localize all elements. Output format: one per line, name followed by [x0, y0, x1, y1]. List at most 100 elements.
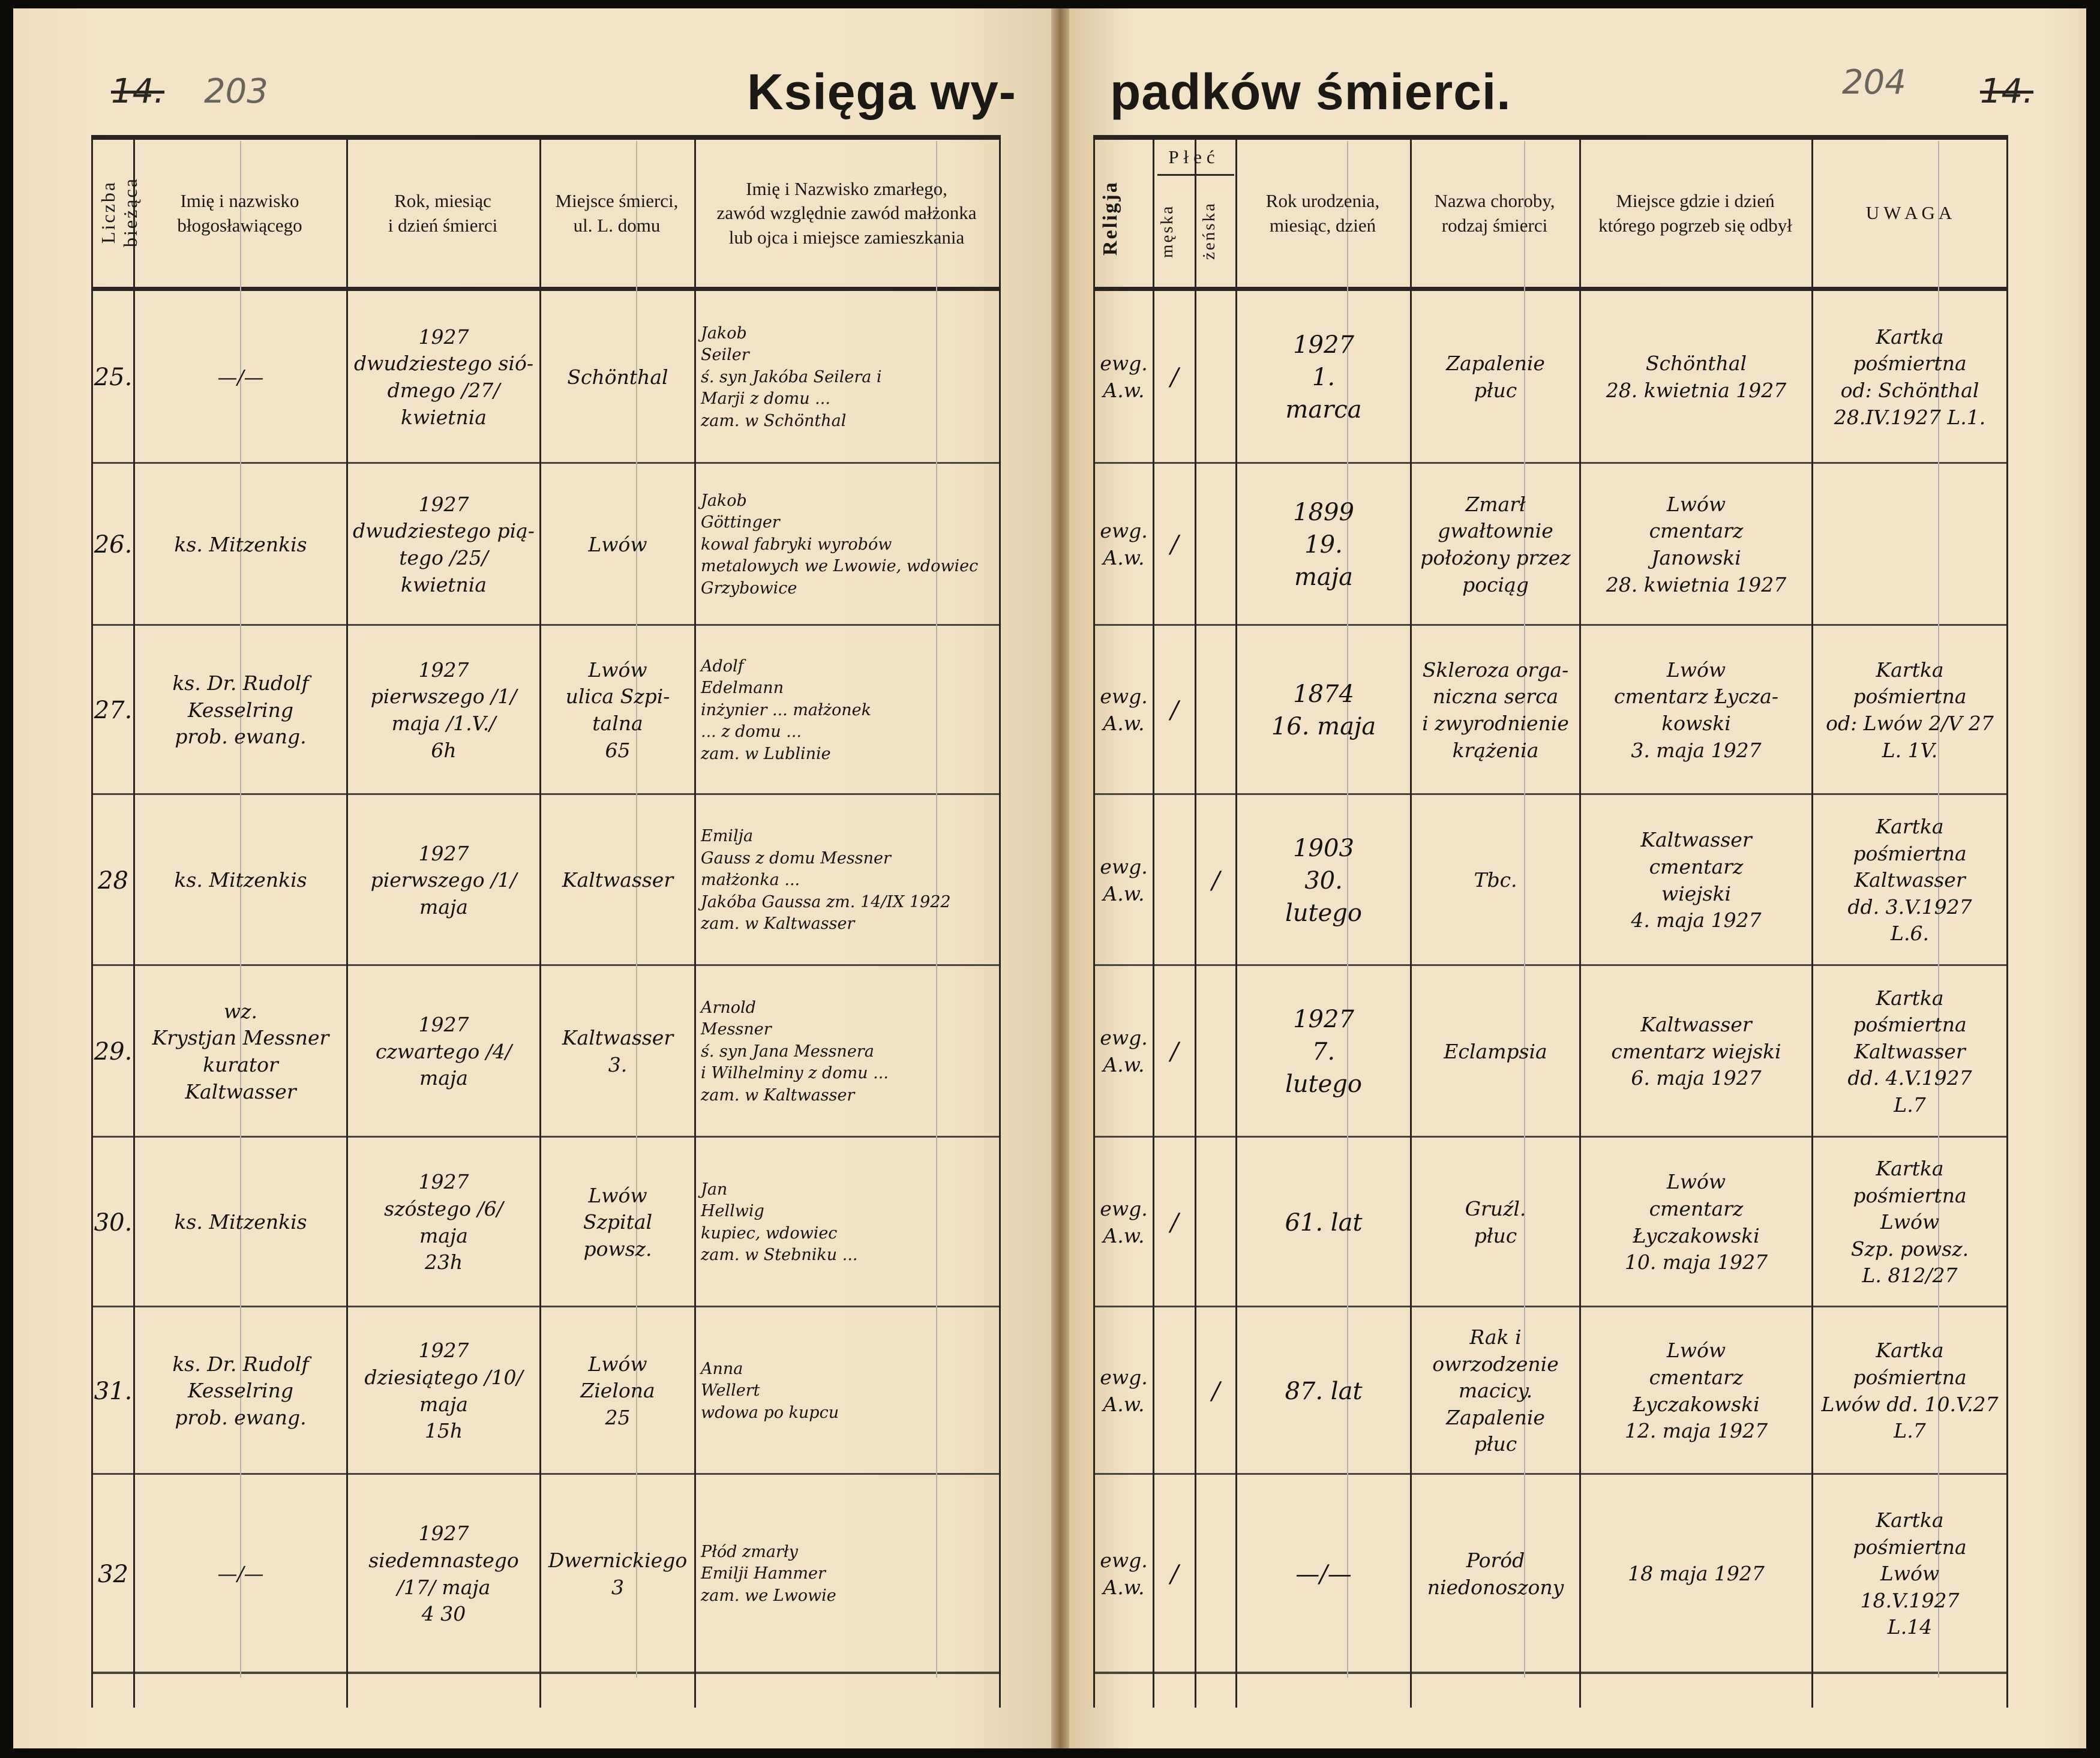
row-divider	[91, 1672, 999, 1674]
row-7-place: Lwów Zielona 25	[580, 1352, 655, 1429]
row-4-death-date: 1927 pierwszego /1/ maja	[370, 841, 517, 919]
row-5-birth: 1927 7. lutego	[1285, 1006, 1362, 1098]
row-3-female	[1196, 628, 1235, 793]
header-religja: Religja	[1099, 181, 1121, 256]
row-1-disease: Zapalenie płuc	[1446, 352, 1545, 402]
row-3-disease: Skleroza orga- niczna serca i zwyrodnien…	[1422, 658, 1569, 762]
row-5-deceased: Arnold Messner ś. syn Jana Messnera i Wi…	[701, 998, 889, 1105]
column-rule	[346, 135, 348, 1708]
row-4-nr: 28	[98, 866, 128, 895]
title-right: padków śmierci.	[1110, 64, 1511, 120]
row-1-male: /	[1170, 364, 1179, 391]
row-1-burial: Schönthal 28. kwietnia 1927	[1606, 352, 1787, 402]
row-1-nr: 25.	[94, 364, 133, 391]
title-left: Księga wy-	[747, 64, 1016, 120]
row-7-female: /	[1211, 1377, 1220, 1405]
row-divider	[91, 1306, 999, 1307]
row-8-remarks: Kartka pośmiertna Lwów 18.V.1927 L.14	[1853, 1508, 1967, 1639]
struck-number: 14.	[111, 72, 165, 111]
row-divider	[91, 1473, 999, 1475]
left-page	[13, 8, 1051, 1748]
guide-line	[240, 141, 241, 1678]
row-1-religion: ewg. A.w.	[1100, 352, 1148, 402]
row-6-place: Lwów Szpital powsz.	[583, 1183, 653, 1261]
old-page-number-right: 14.	[1980, 72, 2033, 111]
row-5-blesser: wz. Krystjan Messner kurator Kaltwasser	[152, 999, 329, 1103]
row-divider	[1093, 624, 2006, 626]
row-3-remarks: Kartka pośmiertna od: Lwów 2/V 27 L. 1V.	[1826, 658, 1994, 762]
header-death-date: Rok, miesiąc i dzień śmierci	[388, 190, 498, 236]
old-page-number-left: 14.	[111, 72, 164, 111]
row-divider	[1093, 793, 2006, 795]
guide-line	[936, 141, 937, 1678]
row-4-disease: Tbc.	[1474, 868, 1517, 892]
row-7-religion: ewg. A.w.	[1100, 1365, 1148, 1416]
row-5-female	[1196, 968, 1235, 1136]
row-4-religion: ewg. A.w.	[1100, 854, 1148, 905]
row-divider	[91, 624, 999, 626]
row-2-male: /	[1170, 531, 1179, 559]
row-8-deceased: Płód zmarły Emilji Hammer zam. we Lwowie	[701, 1542, 836, 1605]
guide-line	[1347, 141, 1348, 1678]
row-6-blesser: ks. Mitzenkis	[174, 1210, 307, 1234]
struck-number: 14.	[1980, 72, 2034, 111]
row-5-religion: ewg. A.w.	[1100, 1026, 1148, 1076]
row-8-death-date: 1927 siedemnastego /17/ maja 4 30	[368, 1522, 519, 1626]
row-6-remarks: Kartka pośmiertna Lwów Szp. powsz. L. 81…	[1850, 1157, 1969, 1288]
row-1-remarks: Kartka pośmiertna od: Schönthal 28.IV.19…	[1834, 325, 1986, 429]
row-7-burial: Lwów cmentarz Łyczakowski 12. maja 1927	[1624, 1339, 1768, 1443]
row-7-blesser: ks. Dr. Rudolf Kesselring prob. ewang.	[172, 1352, 309, 1429]
column-rule	[1579, 135, 1581, 1708]
row-4-birth: 1903 30. lutego	[1285, 834, 1362, 927]
column-rule	[539, 135, 541, 1708]
row-8-nr: 32	[98, 1560, 128, 1588]
row-6-deceased: Jan Hellwig kupiec, wdowiec zam. w Stebn…	[701, 1180, 858, 1264]
row-2-disease: Zmarł gwałtownie położony przez pociąg	[1420, 492, 1571, 596]
row-1-female	[1196, 293, 1235, 462]
row-4-female: /	[1211, 866, 1220, 895]
row-divider	[1093, 1672, 2006, 1674]
column-rule	[1153, 135, 1154, 1708]
row-7-deceased: Anna Wellert wdowa po kupcu	[701, 1359, 839, 1422]
row-divider	[1093, 1136, 2006, 1138]
header-disease: Nazwa choroby, rodzaj śmierci	[1434, 190, 1555, 236]
row-2-female	[1196, 466, 1235, 624]
table-top-rule	[1093, 135, 2006, 140]
row-2-religion: ewg. A.w.	[1100, 519, 1148, 569]
row-7-death-date: 1927 dziesiątego /10/ maja 15h	[364, 1339, 523, 1443]
column-rule	[1235, 135, 1237, 1708]
row-1-blesser: —/—	[217, 365, 264, 389]
row-3-male: /	[1170, 697, 1179, 724]
row-4-deceased: Emilja Gauss z domu Messner małżonka ...…	[701, 827, 951, 934]
page-number-right: 204	[1842, 63, 1906, 102]
row-6-burial: Lwów cmentarz Łyczakowski 10. maja 1927	[1624, 1170, 1768, 1274]
column-rule	[91, 135, 93, 1708]
row-1-death-date: 1927 dwudziestego sió- dmego /27/ kwietn…	[354, 325, 533, 429]
row-divider	[1093, 1306, 2006, 1307]
row-6-religion: ewg. A.w.	[1100, 1196, 1148, 1247]
row-6-nr: 30.	[94, 1208, 133, 1237]
row-3-deceased: Adolf Edelmann inżynier ... małżonek ...…	[701, 656, 871, 763]
row-1-place: Schönthal	[567, 365, 668, 389]
header-place: Miejsce śmierci, ul. L. domu	[555, 190, 679, 236]
row-2-deceased: Jakob Göttinger kowal fabryki wyrobów me…	[701, 491, 979, 598]
header-burial: Miejsce gdzie i dzień którego pogrzeb si…	[1598, 190, 1792, 236]
column-rule	[1093, 135, 1095, 1708]
row-5-male: /	[1170, 1038, 1179, 1066]
page-number-left: 203	[204, 72, 268, 111]
row-2-place: Lwów	[588, 532, 647, 556]
row-4-male	[1154, 797, 1195, 964]
row-4-burial: Kaltwasser cmentarz wiejski 4. maja 1927	[1631, 828, 1762, 932]
header-remarks: U W A G A	[1865, 202, 1952, 224]
row-2-blesser: ks. Mitzenkis	[174, 532, 307, 556]
row-7-birth: 87. lat	[1285, 1377, 1363, 1405]
column-rule	[694, 135, 696, 1708]
column-rule	[999, 135, 1001, 1708]
right-page	[1069, 8, 2086, 1748]
header-plec: Płeć	[1168, 146, 1220, 168]
row-divider	[91, 793, 999, 795]
column-rule	[1195, 135, 1196, 1708]
guide-line	[636, 141, 637, 1678]
guide-line	[1938, 141, 1939, 1678]
row-8-blesser: —/—	[217, 1562, 264, 1586]
